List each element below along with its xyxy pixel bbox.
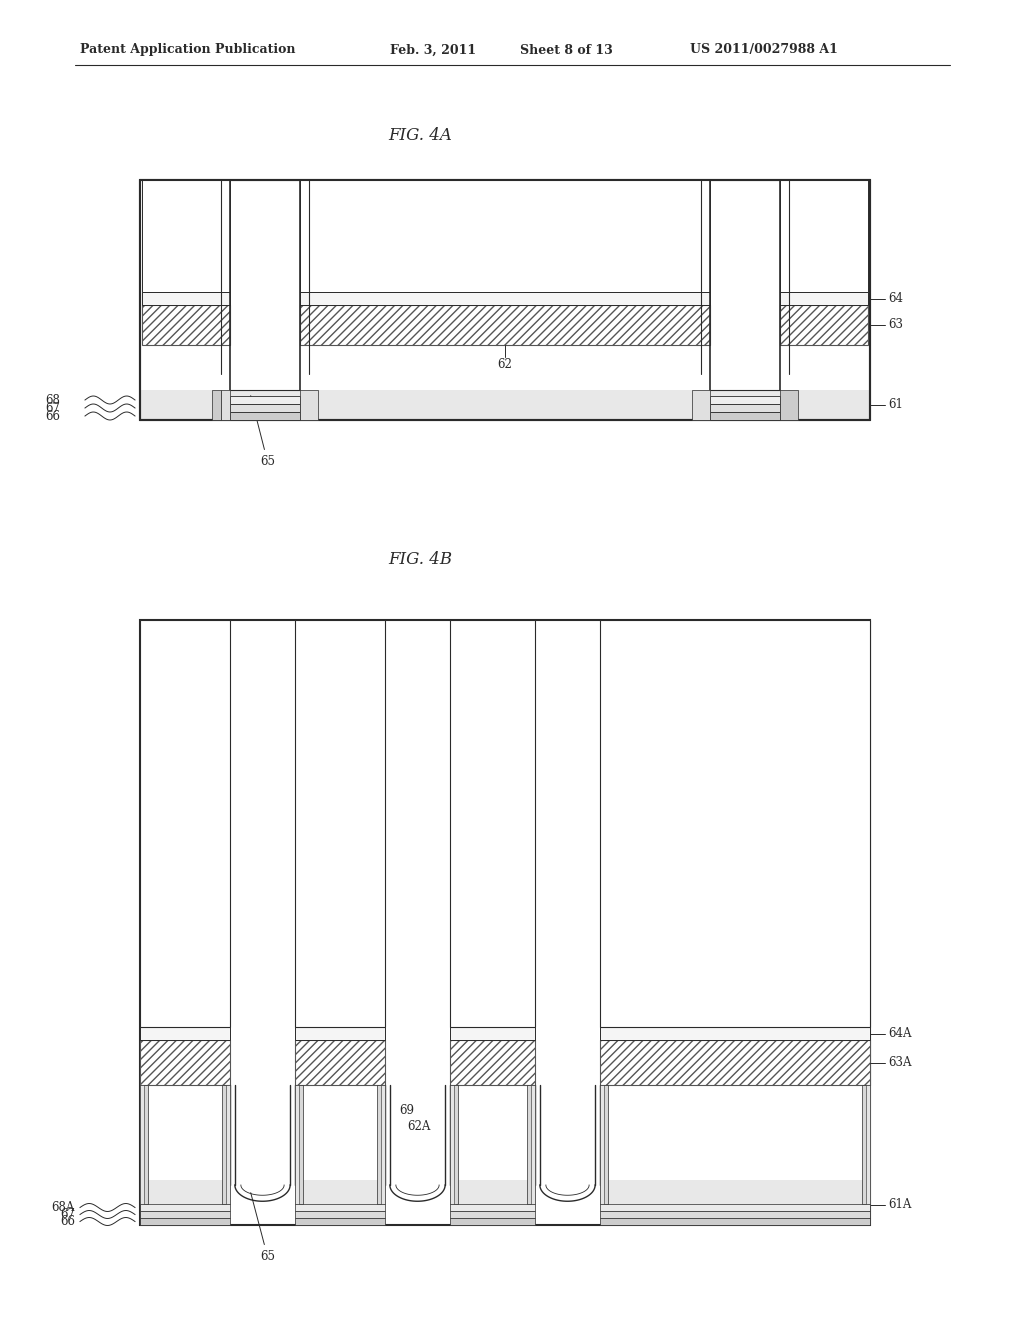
Text: 68: 68 xyxy=(45,393,60,407)
Bar xyxy=(140,1210,230,1218)
Bar xyxy=(140,1027,230,1040)
Text: 67: 67 xyxy=(60,1208,75,1221)
Bar xyxy=(230,396,300,404)
Bar xyxy=(295,620,385,1027)
Bar xyxy=(140,1085,144,1204)
Bar xyxy=(527,1085,535,1204)
Bar xyxy=(600,1040,870,1085)
Text: 69: 69 xyxy=(399,1104,415,1117)
Bar xyxy=(230,412,300,420)
Bar xyxy=(600,620,870,1027)
Bar xyxy=(780,292,868,305)
Bar xyxy=(300,180,710,292)
Text: 66: 66 xyxy=(45,409,60,422)
Bar xyxy=(300,389,318,420)
Bar xyxy=(450,1085,454,1204)
Bar xyxy=(230,404,300,412)
Bar xyxy=(381,1085,385,1204)
Bar xyxy=(222,1085,230,1204)
Bar xyxy=(140,1204,230,1210)
Bar xyxy=(710,412,780,420)
Text: Feb. 3, 2011: Feb. 3, 2011 xyxy=(390,44,476,57)
Text: 68A: 68A xyxy=(51,1201,75,1214)
Text: 63: 63 xyxy=(888,318,903,331)
Bar xyxy=(295,1180,385,1225)
Bar xyxy=(600,1180,870,1225)
Text: FIG. 4B: FIG. 4B xyxy=(388,552,452,569)
Bar xyxy=(710,396,780,404)
Bar xyxy=(866,1085,870,1204)
Bar xyxy=(140,1180,230,1225)
Bar xyxy=(600,1085,608,1204)
Bar xyxy=(140,180,870,420)
Bar xyxy=(450,620,535,1027)
Text: 63A: 63A xyxy=(888,1056,911,1069)
Bar xyxy=(450,1180,535,1225)
Text: FIG. 4A: FIG. 4A xyxy=(388,127,452,144)
Text: 64A: 64A xyxy=(888,1027,911,1040)
Bar xyxy=(600,1085,604,1204)
Bar xyxy=(140,1040,230,1085)
Bar xyxy=(450,1027,535,1040)
Bar xyxy=(600,1027,870,1040)
Bar xyxy=(140,620,230,1027)
Bar xyxy=(600,1210,870,1218)
Bar xyxy=(295,1085,303,1204)
Bar xyxy=(450,1218,535,1225)
Text: Sheet 8 of 13: Sheet 8 of 13 xyxy=(520,44,612,57)
Bar xyxy=(142,180,230,292)
Bar xyxy=(142,292,230,305)
Bar xyxy=(140,1085,148,1204)
Text: 61: 61 xyxy=(888,399,903,412)
Text: 64: 64 xyxy=(888,292,903,305)
Bar xyxy=(780,305,868,345)
Bar xyxy=(295,1027,385,1040)
Bar xyxy=(377,1085,385,1204)
Bar xyxy=(531,1085,535,1204)
Bar xyxy=(295,1210,385,1218)
Bar xyxy=(226,1085,230,1204)
Bar xyxy=(295,1204,385,1210)
Bar xyxy=(450,1040,535,1085)
Bar xyxy=(295,1218,385,1225)
Bar xyxy=(600,1218,870,1225)
Text: 65: 65 xyxy=(251,396,275,469)
Text: Patent Application Publication: Patent Application Publication xyxy=(80,44,296,57)
Text: 65: 65 xyxy=(251,1193,275,1263)
Bar xyxy=(862,1085,870,1204)
Bar xyxy=(142,305,230,345)
Text: 61A: 61A xyxy=(888,1199,911,1212)
Bar xyxy=(140,1218,230,1225)
Bar xyxy=(212,389,221,420)
Bar xyxy=(300,292,710,305)
Text: 62A: 62A xyxy=(408,1121,431,1134)
Bar xyxy=(450,1085,458,1204)
Text: 66: 66 xyxy=(60,1214,75,1228)
Bar xyxy=(450,1210,535,1218)
Bar xyxy=(140,389,870,420)
Text: US 2011/0027988 A1: US 2011/0027988 A1 xyxy=(690,44,838,57)
Bar xyxy=(295,1085,299,1204)
Text: 62: 62 xyxy=(497,359,512,371)
Bar xyxy=(780,180,868,292)
Bar xyxy=(300,305,710,345)
Bar xyxy=(710,404,780,412)
Bar xyxy=(140,620,870,1225)
Bar xyxy=(600,1204,870,1210)
Bar xyxy=(221,389,230,420)
Bar xyxy=(295,1040,385,1085)
Bar xyxy=(692,389,710,420)
Bar xyxy=(780,389,798,420)
Text: 67: 67 xyxy=(45,401,60,414)
Bar xyxy=(450,1204,535,1210)
